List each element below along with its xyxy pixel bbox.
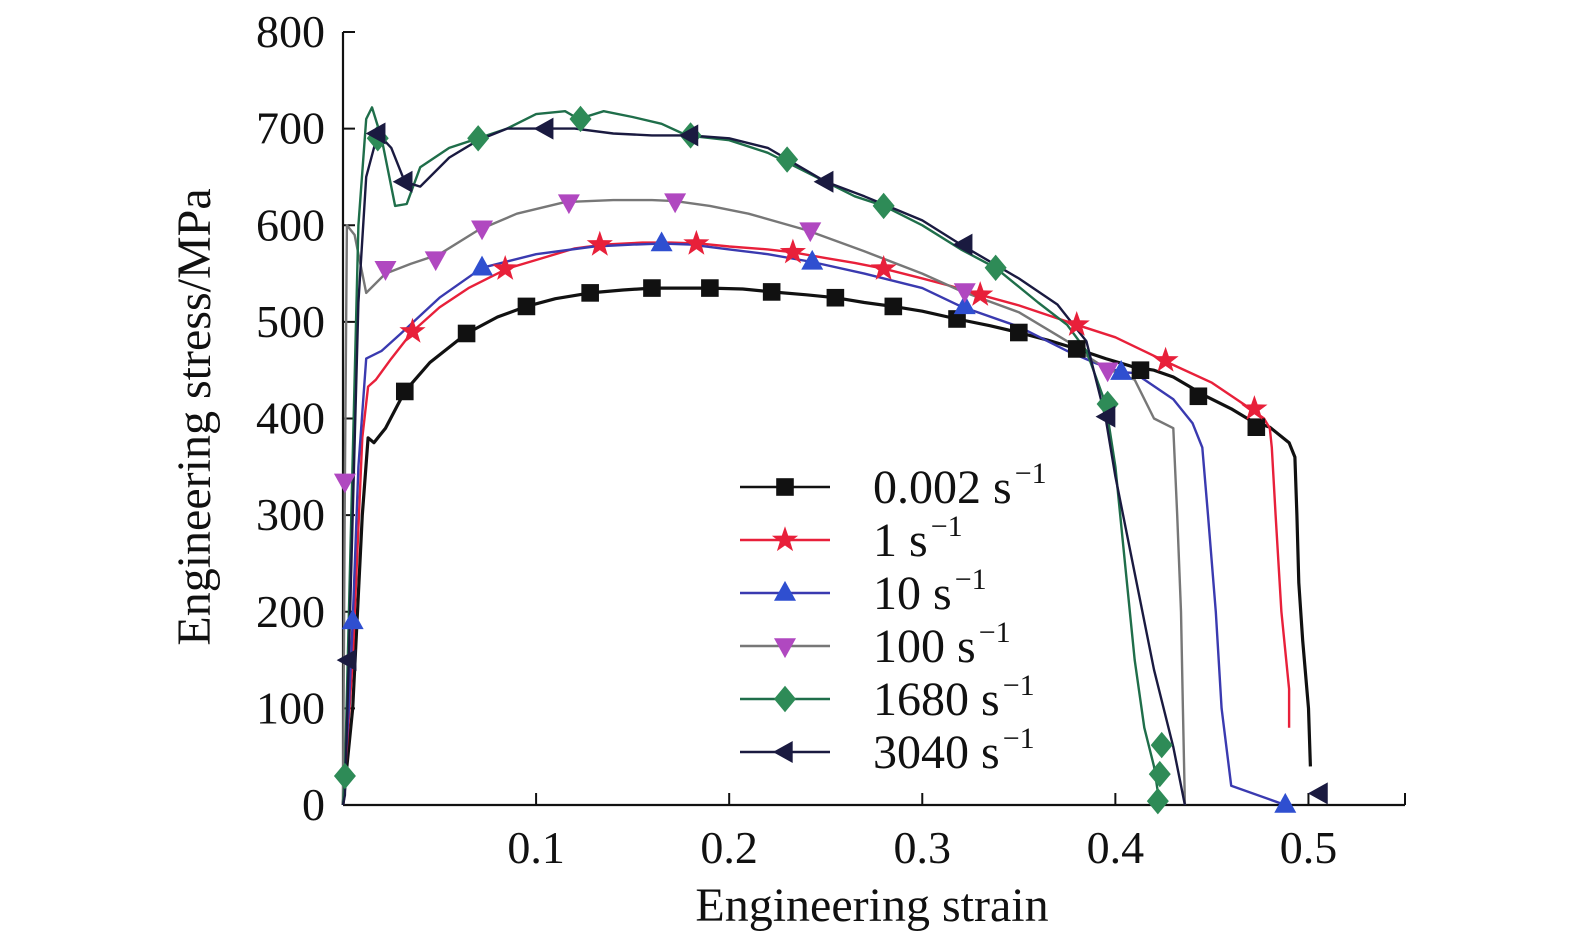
y-tick-label: 600 xyxy=(256,199,325,250)
legend-swatch-marker-1680-s xyxy=(774,685,796,713)
data-marker-10-s xyxy=(1110,360,1133,380)
data-marker-0-002-s xyxy=(948,310,966,328)
data-marker-10-s xyxy=(341,609,364,630)
data-marker-1-s xyxy=(399,317,426,343)
data-marker-0-002-s xyxy=(884,297,903,316)
data-marker-3040-s xyxy=(952,233,973,256)
y-tick-label: 100 xyxy=(256,682,325,733)
data-marker-100-s xyxy=(333,473,356,494)
data-marker-100-s xyxy=(557,194,580,215)
data-marker-1-s xyxy=(1063,311,1090,336)
data-marker-10-s xyxy=(953,294,976,315)
data-marker-0-002-s xyxy=(457,324,476,343)
legend-label-0-002-s: 0.002 s −1 xyxy=(873,457,1047,514)
data-marker-0-002-s xyxy=(643,279,661,297)
data-marker-0-002-s xyxy=(517,297,536,316)
data-marker-1680-s xyxy=(872,192,895,220)
data-marker-0-002-s xyxy=(1131,361,1150,379)
legend-swatch-marker-0-002-s xyxy=(776,478,794,496)
tick-labels: 0 100 200 300 400 500 600 700 800 0.1 0.2 0.3 0.4 0.5 xyxy=(256,6,1337,873)
series-line-0-002-s xyxy=(341,286,1312,806)
data-marker-0-002-s xyxy=(1010,323,1028,342)
data-marker-0-002-s xyxy=(581,284,599,302)
series-line-1-s xyxy=(341,241,1291,806)
x-tick-label: 0.3 xyxy=(894,822,952,873)
y-tick-label: 800 xyxy=(256,6,325,57)
data-marker-10-s xyxy=(801,249,824,270)
data-marker-1680-s xyxy=(333,762,356,790)
data-marker-1680-s xyxy=(1150,731,1173,759)
data-marker-1680-s xyxy=(467,125,490,152)
data-marker-0-002-s xyxy=(1189,387,1208,406)
data-marker-10-s xyxy=(1274,792,1297,813)
data-marker-10-s xyxy=(471,255,494,276)
data-marker-3040-s xyxy=(336,649,357,672)
legend-label-3040-s: 3040 s −1 xyxy=(873,722,1035,779)
data-marker-1-s xyxy=(683,229,710,255)
legend-swatch-marker-100-s xyxy=(774,638,796,659)
data-marker-1-s xyxy=(870,255,897,280)
data-marker-3040-s xyxy=(533,117,554,140)
data-marker-3040-s xyxy=(1095,405,1116,428)
data-marker-100-s xyxy=(374,261,397,281)
x-tick-label: 0.4 xyxy=(1087,822,1145,873)
x-tick-label: 0.1 xyxy=(507,822,565,873)
y-tick-label: 700 xyxy=(256,103,325,154)
data-marker-100-s xyxy=(1096,362,1119,383)
data-marker-3040-s xyxy=(1307,782,1328,805)
data-marker-3040-s xyxy=(392,170,413,193)
data-marker-3040-s xyxy=(813,170,834,193)
data-marker-1680-s xyxy=(984,254,1007,281)
y-tick-label: 400 xyxy=(256,393,325,444)
series-markers xyxy=(333,105,1328,815)
data-marker-3040-s xyxy=(678,124,699,147)
data-marker-100-s xyxy=(471,220,494,241)
data-marker-100-s xyxy=(664,193,687,214)
x-tick-label: 0.2 xyxy=(700,822,758,873)
data-marker-1680-s xyxy=(776,146,799,173)
data-marker-0-002-s xyxy=(1247,418,1266,436)
x-tick-label: 0.5 xyxy=(1280,822,1338,873)
y-tick-label: 200 xyxy=(256,586,325,637)
legend-label-1680-s: 1680 s −1 xyxy=(873,669,1035,726)
x-axis-title: Engineering strain xyxy=(695,879,1048,932)
data-marker-100-s xyxy=(799,222,822,243)
legend-label-1-s: 1 s −1 xyxy=(873,510,963,567)
data-marker-3040-s xyxy=(365,122,386,145)
series-lines xyxy=(341,106,1312,807)
data-marker-1-s xyxy=(492,255,519,280)
data-marker-1-s xyxy=(1241,395,1268,420)
data-marker-1-s xyxy=(779,238,806,264)
data-marker-100-s xyxy=(953,283,976,304)
data-marker-1-s xyxy=(586,230,613,256)
data-marker-1-s xyxy=(967,281,994,306)
legend-swatch-marker-3040-s xyxy=(772,741,793,763)
data-marker-0-002-s xyxy=(762,283,781,301)
data-marker-1680-s xyxy=(1148,760,1171,788)
data-marker-1680-s xyxy=(1146,787,1169,815)
legend-label-100-s: 100 s −1 xyxy=(873,616,1011,673)
y-tick-label: 0 xyxy=(302,779,325,830)
data-marker-0-002-s xyxy=(395,382,414,401)
legend-swatch-marker-1-s xyxy=(771,526,799,552)
legend-label-10-s: 10 s −1 xyxy=(873,563,987,620)
y-tick-label: 500 xyxy=(256,296,325,347)
data-marker-0-002-s xyxy=(701,279,719,297)
data-marker-0-002-s xyxy=(1067,340,1086,358)
data-marker-0-002-s xyxy=(826,288,845,307)
data-marker-1-s xyxy=(1152,346,1179,372)
data-marker-100-s xyxy=(424,251,447,272)
legend-swatch-marker-10-s xyxy=(774,580,796,601)
y-axis-title: Engineering stress/MPa xyxy=(168,188,221,645)
data-marker-10-s xyxy=(650,231,673,252)
series-line-3040-s xyxy=(341,127,1187,806)
data-marker-1680-s xyxy=(569,105,592,133)
y-tick-label: 300 xyxy=(256,489,325,540)
